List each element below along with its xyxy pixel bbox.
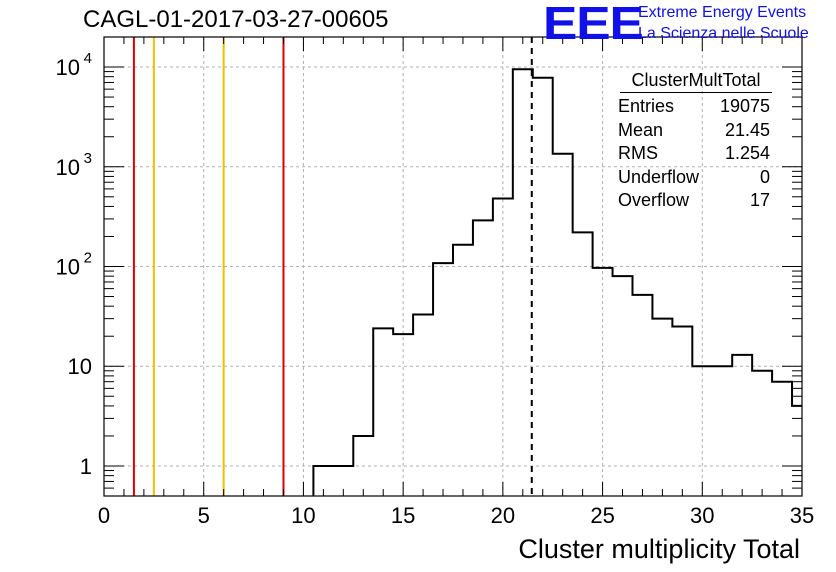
stats-label: RMS: [618, 143, 658, 163]
x-tick-label: 35: [790, 503, 814, 528]
x-tick-label: 15: [391, 503, 415, 528]
x-tick-label: 5: [198, 503, 210, 528]
stats-value: 19075: [719, 96, 770, 116]
logo-eee-mark: EEE: [543, 0, 644, 49]
run-title: CAGL-01-2017-03-27-00605: [83, 6, 389, 33]
x-tick-label: 25: [590, 503, 614, 528]
grid-lines: [104, 37, 802, 496]
stats-label: Overflow: [618, 190, 690, 210]
stats-box: ClusterMultTotal Entries 19075 Mean 21.4…: [612, 70, 774, 213]
x-tick-label: 20: [491, 503, 515, 528]
y-tick-exponent: 2: [84, 250, 92, 267]
y-tick-label: 10: [56, 55, 80, 80]
stats-title: ClusterMultTotal: [620, 70, 772, 93]
y-tick-exponent: 3: [84, 150, 92, 167]
reference-lines: [132, 37, 285, 496]
stats-row-mean: Mean 21.45: [612, 119, 774, 143]
stats-value: 1.254: [724, 143, 770, 163]
x-tick-label: 30: [690, 503, 714, 528]
x-tick-label: 0: [98, 503, 110, 528]
y-tick-label: 10: [56, 255, 80, 280]
histogram-outline: [312, 68, 802, 496]
y-tick-exponent: 4: [84, 50, 92, 67]
x-axis-label: Cluster multiplicity Total: [518, 534, 800, 564]
x-tick-label: 10: [291, 503, 315, 528]
axis-ticks: [103, 36, 803, 497]
stats-value: 0: [759, 166, 770, 187]
y-tick-label: 1: [80, 454, 92, 479]
stats-label: Mean: [618, 119, 664, 140]
histogram-series: [312, 37, 802, 496]
y-tick-label: 10: [56, 155, 80, 180]
stats-value: 17: [749, 190, 770, 210]
y-tick-label: 10: [68, 354, 92, 379]
stats-row-overflow: Overflow 17: [612, 189, 774, 213]
logo-line-2: La Scienza nelle Scuole: [638, 25, 809, 42]
logo-line-1: Extreme Energy Events: [638, 4, 807, 21]
stats-row-rms: RMS 1.254: [612, 142, 774, 166]
stats-row-entries: Entries 19075: [612, 95, 774, 119]
stats-label: Entries: [618, 96, 675, 116]
stats-label: Underflow: [618, 166, 700, 187]
stats-row-underflow: Underflow 0: [612, 166, 774, 190]
stats-value: 21.45: [724, 119, 770, 140]
